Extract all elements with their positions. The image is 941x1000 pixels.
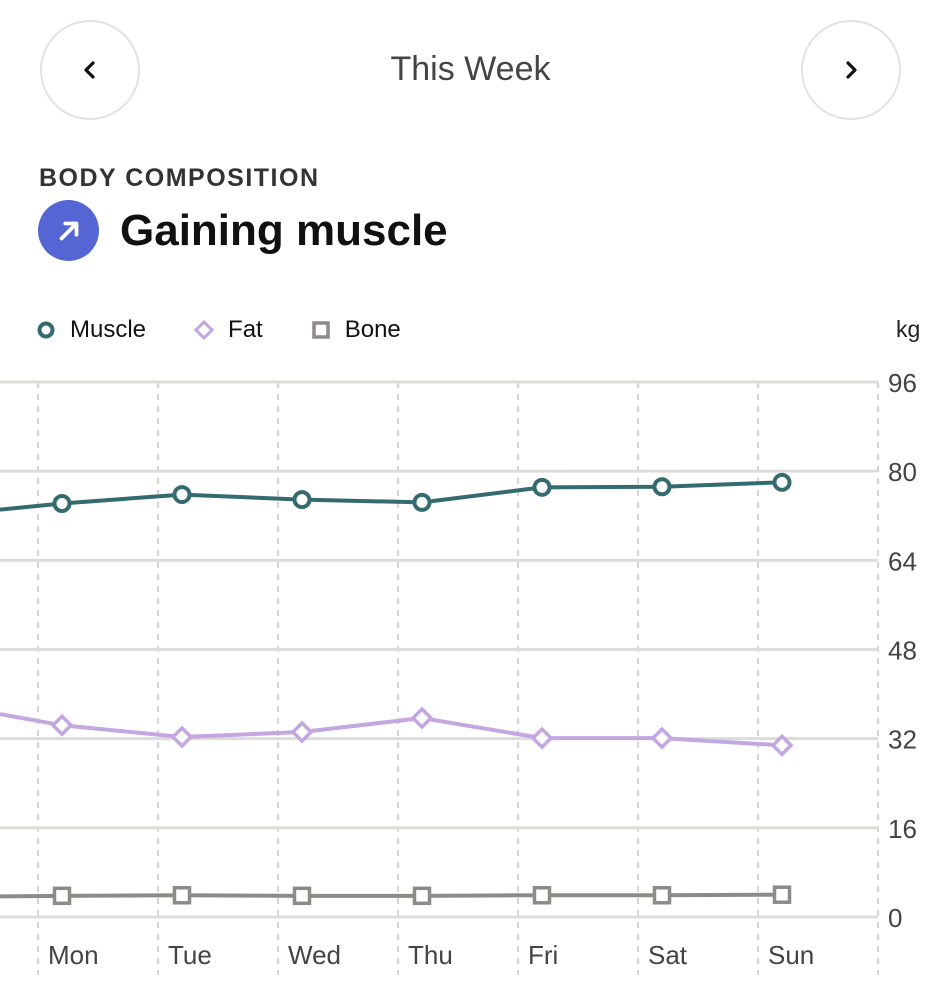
- legend-label: Muscle: [70, 316, 147, 343]
- legend-label: Bone: [344, 316, 401, 343]
- series-line-muscle: [0, 480, 783, 512]
- data-point-fat: [410, 706, 434, 730]
- series-line-fat: [0, 712, 783, 748]
- legend-label: Fat: [228, 316, 263, 343]
- y-tick-label: 96: [888, 368, 917, 398]
- data-point-bone: [52, 886, 72, 906]
- x-tick-label: Tue: [168, 940, 212, 970]
- previous-week-button[interactable]: [40, 20, 140, 120]
- data-point-bone: [532, 886, 552, 905]
- data-point-muscle: [532, 477, 552, 497]
- data-point-muscle: [772, 472, 792, 492]
- legend-muscle: Muscle: [36, 316, 146, 344]
- y-tick-label: 48: [888, 636, 917, 666]
- data-point-bone: [412, 886, 432, 906]
- arrow-up-right-icon: [38, 200, 99, 261]
- status-text: Gaining muscle: [120, 205, 448, 255]
- status-row: Gaining muscle: [38, 200, 448, 261]
- data-point-bone: [652, 886, 672, 905]
- y-tick-label: 32: [888, 725, 917, 755]
- data-point-muscle: [172, 485, 192, 505]
- x-tick-label: Wed: [288, 940, 341, 970]
- square-marker-icon: [311, 321, 330, 339]
- y-tick-label: 16: [888, 814, 917, 844]
- legend-bone: Bone: [311, 316, 401, 344]
- data-point-fat: [290, 720, 314, 744]
- data-point-fat: [770, 733, 794, 757]
- x-tick-label: Fri: [528, 940, 558, 970]
- section-label: BODY COMPOSITION: [39, 164, 320, 192]
- data-point-fat: [170, 725, 194, 749]
- x-tick-label: Thu: [408, 940, 453, 970]
- y-tick-label: 0: [888, 903, 902, 933]
- data-point-muscle: [412, 492, 432, 512]
- chevron-left-icon: [84, 61, 95, 79]
- y-tick-label: 80: [888, 457, 917, 487]
- x-tick-label: Mon: [48, 940, 99, 970]
- data-point-muscle: [292, 490, 312, 510]
- next-week-button[interactable]: [801, 20, 901, 120]
- data-point-muscle: [52, 493, 72, 513]
- series-line-bone: [0, 892, 783, 899]
- data-point-fat: [650, 726, 674, 750]
- x-tick-label: Sat: [648, 940, 688, 970]
- data-point-fat: [530, 726, 554, 750]
- diamond-marker-icon: [194, 320, 215, 340]
- y-axis-unit: kg: [896, 316, 921, 342]
- chevron-right-icon: [846, 61, 857, 79]
- x-tick-label: Sun: [768, 940, 814, 970]
- legend-fat: Fat: [194, 316, 263, 344]
- data-point-bone: [772, 885, 792, 904]
- data-point-bone: [172, 886, 192, 905]
- circle-marker-icon: [37, 321, 55, 339]
- data-point-bone: [292, 886, 312, 906]
- data-point-muscle: [652, 477, 672, 497]
- chart-legend: Muscle Fat Bone: [36, 316, 449, 344]
- y-tick-label: 64: [888, 546, 917, 576]
- data-point-fat: [50, 713, 74, 737]
- week-title: This Week: [390, 50, 551, 88]
